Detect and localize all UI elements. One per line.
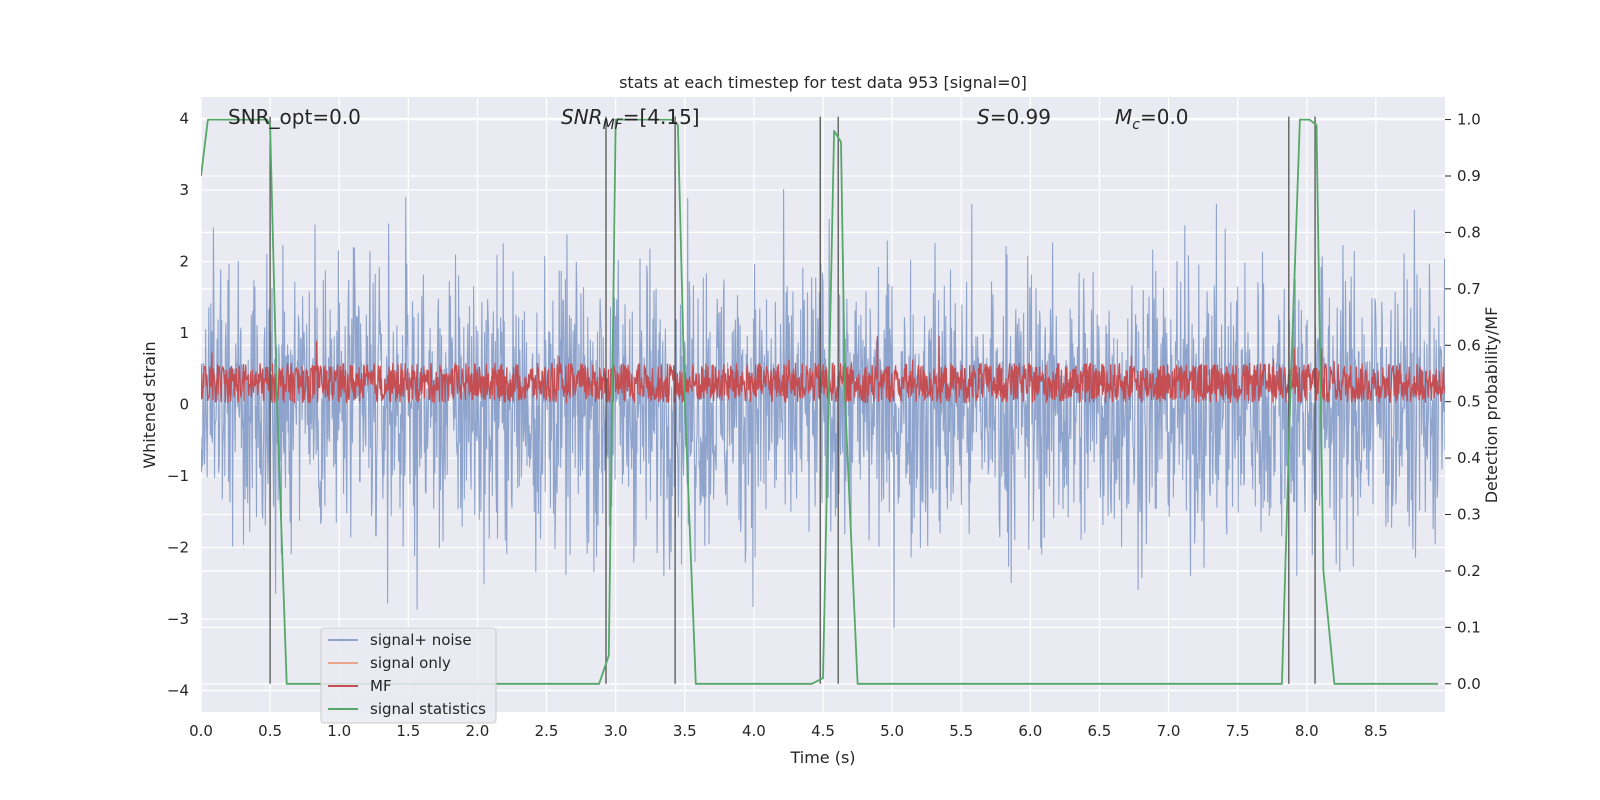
snr-mf-sub: MF <box>603 117 624 133</box>
x-tick-label: 0.5 <box>258 722 282 740</box>
snr-mf-main: SNR <box>561 105 603 129</box>
x-tick-label: 6.5 <box>1088 722 1112 740</box>
legend-label-mf: MF <box>370 677 392 695</box>
vertical-markers <box>269 116 1316 684</box>
legend-label-signal-statistics: signal statistics <box>370 700 486 718</box>
x-tick-label: 7.5 <box>1226 722 1250 740</box>
s-main: S <box>977 105 990 129</box>
y-left-tick-label: 3 <box>179 181 189 199</box>
signal-statistics-line <box>201 118 1439 685</box>
y-right-axis-label: Detection probability/MF <box>1482 307 1501 504</box>
mc-sub: c <box>1132 117 1140 133</box>
x-tick-label: 0.0 <box>189 722 213 740</box>
legend-label-signal-noise: signal+ noise <box>370 631 472 649</box>
x-tick-label: 4.5 <box>811 722 835 740</box>
y-left-tick-label: −2 <box>167 539 189 557</box>
x-tick-labels: 0.0 0.5 1.0 1.5 2.0 2.5 3.0 3.5 4.0 4.5 5.0 5.5 6.0 6… <box>189 722 1388 740</box>
y-left-tick-label: 4 <box>179 109 189 127</box>
y-right-tick-label: 0.4 <box>1457 449 1481 467</box>
y-right-tick-label: 0.6 <box>1457 336 1481 354</box>
mc-value: =0.0 <box>1140 105 1189 129</box>
y-right-tick-label: 0.0 <box>1457 675 1481 693</box>
y-left-tick-label: 0 <box>179 396 189 414</box>
x-tick-label: 8.5 <box>1364 722 1388 740</box>
y-right-tick-label: 0.8 <box>1457 223 1481 241</box>
y-left-tick-labels: 4 3 2 1 0 −1 −2 −3 −4 <box>167 109 189 699</box>
s-value: =0.99 <box>990 105 1051 129</box>
x-tick-label: 3.5 <box>673 722 697 740</box>
snr-mf-value: =[4.15] <box>623 105 700 129</box>
y-left-tick-label: −4 <box>167 682 189 700</box>
x-tick-label: 4.0 <box>742 722 766 740</box>
y-left-tick-label: 1 <box>179 324 189 342</box>
y-right-tick-label: 1.0 <box>1457 111 1481 129</box>
y-right-tick-label: 0.7 <box>1457 280 1481 298</box>
mc-main: M <box>1115 105 1132 129</box>
y-left-axis-label: Whitened strain <box>140 341 159 468</box>
x-tick-label: 1.5 <box>396 722 420 740</box>
y-left-tick-label: −3 <box>167 610 189 628</box>
legend-label-signal-only: signal only <box>370 654 451 672</box>
y-right-tick-label: 0.2 <box>1457 562 1481 580</box>
y-right-tick-labels: 1.0 0.9 0.8 0.7 0.6 0.5 0.4 0.3 0.2 0.1 0.0 <box>1445 111 1481 693</box>
annotation-snr-mf: SNRMF=[4.15] <box>561 105 700 133</box>
x-tick-label: 1.0 <box>327 722 351 740</box>
x-axis-label: Time (s) <box>789 748 855 767</box>
y-right-tick-label: 0.5 <box>1457 393 1481 411</box>
x-tick-label: 5.5 <box>949 722 973 740</box>
x-tick-label: 2.5 <box>535 722 559 740</box>
y-right-tick-label: 0.1 <box>1457 618 1481 636</box>
legend-box <box>320 627 497 724</box>
annotation-mc: Mc=0.0 <box>1115 105 1189 133</box>
y-right-tick-label: 0.3 <box>1457 506 1481 524</box>
annotation-snr-opt: SNR_opt=0.0 <box>228 105 361 129</box>
chart-title: stats at each timestep for test data 953… <box>619 73 1027 92</box>
x-tick-label: 3.0 <box>604 722 628 740</box>
x-tick-label: 6.0 <box>1018 722 1042 740</box>
annotation-s: S=0.99 <box>977 105 1051 129</box>
y-left-tick-label: 2 <box>179 252 189 270</box>
legend: signal+ noise signal only MF signal stat… <box>320 627 497 724</box>
x-tick-label: 5.0 <box>880 722 904 740</box>
y-right-tick-label: 0.9 <box>1457 167 1481 185</box>
mf-line <box>201 335 1445 404</box>
x-tick-label: 2.0 <box>466 722 490 740</box>
signal-noise-line <box>201 189 1445 629</box>
y-left-tick-label: −1 <box>167 467 189 485</box>
x-tick-label: 7.0 <box>1157 722 1181 740</box>
x-tick-label: 8.0 <box>1295 722 1319 740</box>
